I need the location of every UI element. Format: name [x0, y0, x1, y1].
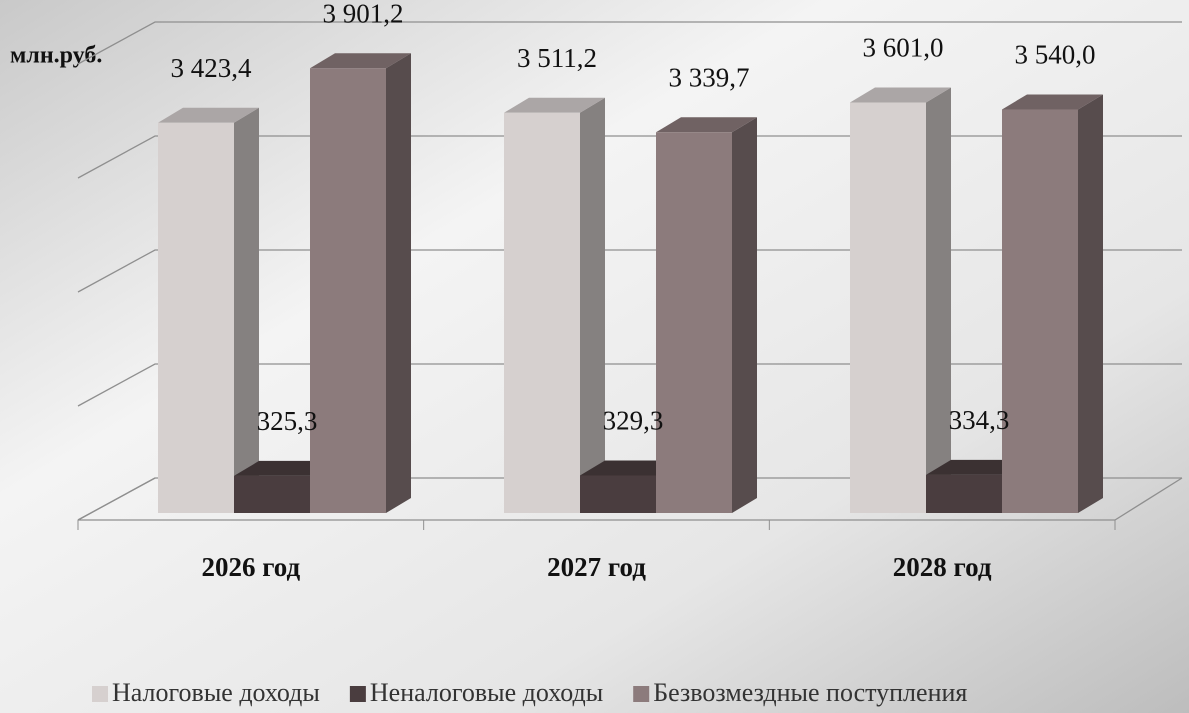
bar — [1002, 94, 1103, 513]
legend: Налоговые доходы Неналоговые доходы Безвоз… — [92, 678, 967, 707]
bar-side — [234, 107, 259, 514]
x-tick-label: 2026 год — [201, 552, 300, 582]
grid-line — [77, 135, 1182, 179]
value-label: 3 423,4 — [171, 53, 253, 83]
bar — [310, 53, 411, 514]
legend-swatch — [92, 686, 108, 702]
bar-front — [1002, 109, 1078, 513]
bar-front — [926, 474, 1002, 513]
bar-side — [732, 117, 757, 513]
legend-label: Неналоговые доходы — [370, 678, 603, 707]
bar-top — [580, 460, 681, 476]
bar-side — [926, 87, 951, 514]
bar-front — [850, 102, 926, 514]
x-tick-label: 2028 год — [893, 552, 992, 582]
plot-area: 3 423,4 325,3 3 901,2 2026 год 3 511,2 329,3 3… — [77, 0, 1183, 582]
value-label: 329,3 — [603, 406, 664, 436]
legend-swatch — [633, 686, 650, 702]
value-label: 3 339,7 — [669, 62, 750, 92]
bar — [656, 117, 757, 513]
bar — [850, 87, 951, 514]
bar — [504, 97, 605, 513]
grid-line — [77, 363, 1182, 407]
bar-top — [656, 117, 757, 133]
value-label: 3 901,2 — [323, 0, 404, 28]
bar-top — [158, 107, 259, 123]
value-label: 3 540,0 — [1015, 40, 1096, 70]
value-label: 334,3 — [949, 405, 1010, 435]
bar-top — [850, 87, 951, 103]
bar-front — [656, 132, 732, 513]
bar-front — [234, 475, 310, 513]
legend-label: Безвозмездные поступления — [653, 678, 967, 707]
bar-side — [1078, 94, 1103, 513]
bar-front — [158, 122, 234, 514]
bar — [158, 107, 259, 514]
value-label: 325,3 — [257, 406, 318, 436]
legend-swatch — [349, 686, 366, 702]
y-axis-label: млн.руб. — [10, 43, 102, 69]
bar-top — [504, 97, 605, 113]
grid-line — [77, 249, 1182, 293]
bar-front — [504, 112, 580, 513]
bar-front — [580, 475, 656, 513]
bar-side — [386, 53, 411, 514]
bar-top — [310, 53, 411, 69]
x-tick-label: 2027 год — [547, 552, 646, 582]
bar-side — [580, 97, 605, 513]
bar-top — [1002, 94, 1103, 110]
value-label: 3 601,0 — [863, 33, 944, 63]
value-label: 3 511,2 — [517, 43, 597, 73]
bar-front — [310, 68, 386, 514]
grid-line — [77, 21, 1182, 65]
bar-top — [926, 459, 1027, 475]
bar-top — [234, 460, 335, 476]
legend-label: Налоговые доходы — [112, 678, 320, 707]
